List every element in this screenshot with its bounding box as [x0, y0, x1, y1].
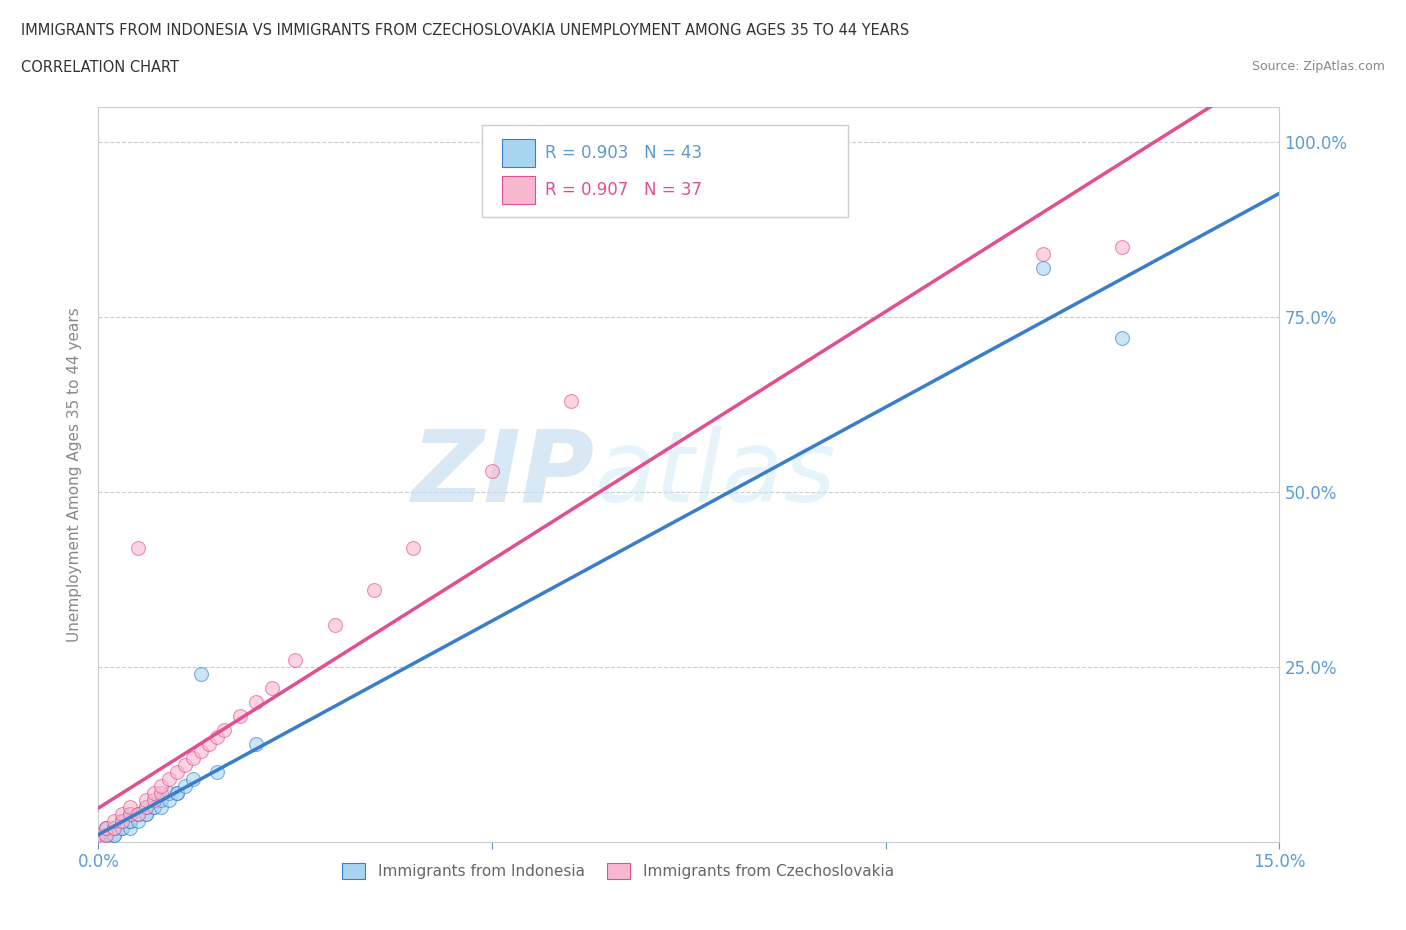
Point — [284, 652, 307, 667]
Point — [127, 806, 149, 821]
Text: Source: ZipAtlas.com: Source: ZipAtlas.com — [1251, 60, 1385, 73]
Point — [214, 723, 236, 737]
Point — [96, 820, 118, 835]
Point — [197, 737, 219, 751]
Point — [118, 806, 141, 821]
Point — [127, 813, 149, 828]
Point — [111, 820, 134, 835]
Point — [402, 540, 425, 555]
Point — [323, 618, 346, 632]
Point — [118, 813, 141, 828]
Point — [118, 806, 141, 821]
Point — [87, 834, 110, 849]
Point — [135, 806, 157, 821]
Point — [181, 771, 204, 786]
Point — [166, 764, 188, 779]
Point — [260, 680, 283, 695]
Point — [127, 806, 149, 821]
FancyBboxPatch shape — [482, 126, 848, 218]
Point — [1111, 239, 1133, 254]
Point — [142, 799, 165, 814]
Point — [229, 709, 252, 724]
Text: CORRELATION CHART: CORRELATION CHART — [21, 60, 179, 75]
Point — [174, 757, 197, 772]
Point — [111, 813, 134, 828]
Point — [560, 393, 582, 408]
Bar — [502, 140, 536, 167]
Point — [174, 778, 197, 793]
Point — [166, 785, 188, 800]
Text: R = 0.907   N = 37: R = 0.907 N = 37 — [546, 181, 702, 199]
Point — [166, 785, 188, 800]
Text: IMMIGRANTS FROM INDONESIA VS IMMIGRANTS FROM CZECHOSLOVAKIA UNEMPLOYMENT AMONG A: IMMIGRANTS FROM INDONESIA VS IMMIGRANTS … — [21, 23, 910, 38]
Point — [245, 737, 267, 751]
Point — [111, 806, 134, 821]
Point — [111, 813, 134, 828]
Point — [103, 820, 125, 835]
Text: atlas: atlas — [595, 426, 837, 523]
Point — [111, 813, 134, 828]
Point — [96, 827, 118, 842]
Point — [127, 806, 149, 821]
Point — [87, 834, 110, 849]
Point — [205, 764, 228, 779]
Point — [157, 771, 180, 786]
Point — [118, 820, 141, 835]
Point — [142, 785, 165, 800]
Point — [190, 666, 212, 681]
Point — [118, 813, 141, 828]
Point — [111, 813, 134, 828]
Point — [1032, 246, 1054, 261]
Point — [96, 820, 118, 835]
Point — [96, 827, 118, 842]
Point — [205, 729, 228, 744]
Point — [111, 820, 134, 835]
Point — [96, 820, 118, 835]
Point — [150, 792, 173, 807]
Point — [150, 778, 173, 793]
Point — [103, 820, 125, 835]
Point — [150, 785, 173, 800]
Point — [135, 799, 157, 814]
Point — [96, 834, 118, 849]
Point — [135, 806, 157, 821]
Point — [87, 827, 110, 842]
Point — [190, 743, 212, 758]
Point — [142, 799, 165, 814]
Bar — [502, 176, 536, 204]
Point — [181, 751, 204, 765]
Point — [103, 827, 125, 842]
Point — [135, 792, 157, 807]
Point — [157, 785, 180, 800]
Point — [157, 792, 180, 807]
Point — [87, 834, 110, 849]
Point — [103, 813, 125, 828]
Point — [103, 820, 125, 835]
Point — [87, 834, 110, 849]
Point — [87, 834, 110, 849]
Point — [142, 792, 165, 807]
Point — [118, 799, 141, 814]
Point — [1111, 330, 1133, 345]
Y-axis label: Unemployment Among Ages 35 to 44 years: Unemployment Among Ages 35 to 44 years — [67, 307, 83, 642]
Point — [96, 827, 118, 842]
Point — [135, 799, 157, 814]
Point — [150, 799, 173, 814]
Legend: Immigrants from Indonesia, Immigrants from Czechoslovakia: Immigrants from Indonesia, Immigrants fr… — [336, 857, 900, 885]
Point — [481, 463, 503, 478]
Point — [245, 695, 267, 710]
Point — [103, 827, 125, 842]
Point — [127, 540, 149, 555]
Text: R = 0.903   N = 43: R = 0.903 N = 43 — [546, 144, 702, 162]
Text: ZIP: ZIP — [412, 426, 595, 523]
Point — [1032, 260, 1054, 275]
Point — [363, 582, 385, 597]
